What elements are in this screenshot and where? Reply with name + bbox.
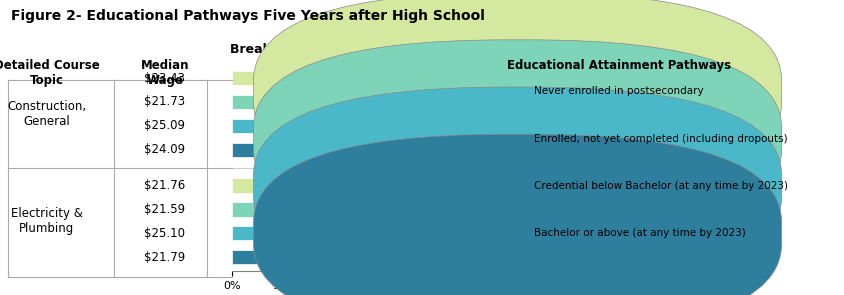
Text: 23%: 23% <box>356 121 381 131</box>
Text: Enrolled, not yet completed (including dropouts): Enrolled, not yet completed (including d… <box>533 134 787 144</box>
Text: 25%: 25% <box>366 181 392 191</box>
Text: Never enrolled in postsecondary: Never enrolled in postsecondary <box>533 86 703 96</box>
Text: $21.76: $21.76 <box>144 179 185 192</box>
Text: $25.10: $25.10 <box>144 227 185 240</box>
Text: $21.59: $21.59 <box>144 203 185 216</box>
Text: 26%: 26% <box>372 204 397 214</box>
Text: Electricity &
Plumbing: Electricity & Plumbing <box>10 207 83 235</box>
Text: 18%: 18% <box>329 145 354 155</box>
Text: Detailed Course
Topic: Detailed Course Topic <box>0 59 100 87</box>
Text: Figure 2- Educational Pathways Five Years after High School: Figure 2- Educational Pathways Five Year… <box>11 9 484 23</box>
Text: Credential below Bachelor (at any time by 2023): Credential below Bachelor (at any time b… <box>533 181 787 191</box>
Bar <box>232 142 327 157</box>
Text: 20%: 20% <box>340 252 365 262</box>
Bar <box>232 119 354 133</box>
Text: $23.43: $23.43 <box>144 72 185 85</box>
Text: $25.09: $25.09 <box>144 119 185 132</box>
Bar <box>232 202 371 217</box>
Bar <box>232 178 365 193</box>
Text: 29%: 29% <box>388 97 413 107</box>
Title: Breakdown by Educational Attainment: Breakdown by Educational Attainment <box>230 43 500 56</box>
Text: Bachelor or above (at any time by 2023): Bachelor or above (at any time by 2023) <box>533 228 745 238</box>
Bar <box>232 226 387 240</box>
Text: $21.79: $21.79 <box>144 250 185 263</box>
Bar <box>232 71 397 85</box>
Bar <box>232 250 338 264</box>
Text: 31%: 31% <box>398 73 423 83</box>
Bar <box>232 95 387 109</box>
Text: $24.09: $24.09 <box>144 143 185 156</box>
Text: Median
Wage: Median Wage <box>140 59 189 87</box>
Text: Educational Attainment Pathways: Educational Attainment Pathways <box>506 59 730 72</box>
Text: 29%: 29% <box>388 228 413 238</box>
Text: $21.73: $21.73 <box>144 96 185 109</box>
Text: Construction,
General: Construction, General <box>7 100 86 128</box>
